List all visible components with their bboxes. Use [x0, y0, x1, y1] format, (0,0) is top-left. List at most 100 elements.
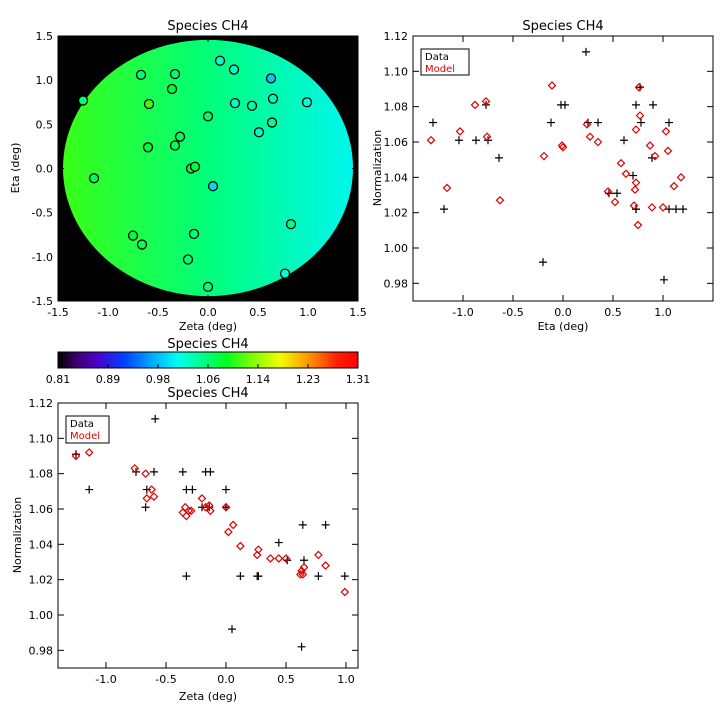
map-point: [266, 117, 278, 128]
eta-model-point: [470, 100, 480, 110]
zeta-data-point: [297, 642, 306, 651]
map-x-label: Zeta (deg): [179, 320, 237, 333]
zeta-scatter-x-tick-label: 1.0: [337, 673, 355, 686]
colorbar-tick-label: 0.98: [146, 373, 171, 386]
zeta-model-point: [224, 527, 233, 537]
map-point: [143, 98, 155, 110]
map-point: [207, 181, 219, 192]
zeta-scatter-x-tick-label: 0.0: [217, 673, 235, 686]
map-panel: Species CH4 -1.5 -1.0 -0.5 0.0 0.5 1.0 1.5 -1.…: [9, 19, 367, 333]
map-point: [174, 131, 186, 142]
zeta-data-point: [151, 414, 160, 423]
map-point: [265, 73, 277, 84]
eta-data-point: [665, 118, 673, 127]
eta-data-point: [561, 100, 569, 109]
map-point: [189, 161, 201, 172]
zeta-model-point: [281, 554, 291, 563]
zeta-model-point: [221, 502, 231, 512]
map-x-tick-label: 0.5: [249, 306, 267, 319]
map-x-ticks: -1.5 -1.0 -0.5 0.0 0.5 1.0 1.5: [47, 36, 367, 319]
eta-data-point: [594, 118, 602, 127]
map-point: [253, 127, 265, 138]
zeta-model-point: [314, 550, 323, 560]
zeta-scatter-y-tick-label: 1.00: [29, 609, 54, 622]
zeta-data-point: [228, 625, 236, 634]
eta-scatter-x-tick-label: 0.0: [554, 306, 572, 319]
map-point: [135, 69, 147, 81]
colorbar-tick-label: 0.89: [96, 373, 121, 386]
zeta-data-point: [142, 485, 151, 494]
map-y-ticks: -1.5 -1.0 -0.5 0.0 0.5 1.0 1.5: [32, 30, 358, 308]
zeta-model-point: [141, 469, 150, 479]
map-y-tick-label: -0.5: [32, 207, 53, 220]
zeta-scatter-x-tick-label: -1.0: [95, 673, 116, 686]
colorbar-panel: Species CH4 0.81 0.89 0.98 1.06 1.14 1.23 1.31: [46, 337, 371, 386]
eta-data-point: [660, 275, 668, 284]
eta-model-point: [610, 197, 620, 207]
map-x-tick-label: 1.0: [299, 306, 317, 319]
eta-model-point: [482, 132, 492, 142]
colorbar-tick-label: 1.14: [246, 373, 271, 386]
zeta-data-point: [298, 520, 307, 529]
eta-scatter-y-label: Normalization: [371, 130, 384, 206]
zeta-model-point: [299, 562, 309, 572]
eta-data-point: [665, 205, 673, 214]
zeta-scatter-y-tick-label: 1.12: [29, 397, 54, 410]
map-point: [169, 140, 181, 151]
eta-scatter-y-tick-label: 1.10: [384, 65, 409, 78]
map-point: [246, 100, 258, 111]
zeta-model-point: [321, 561, 330, 570]
eta-scatter-y-tick-label: 1.04: [384, 171, 409, 184]
eta-model-point: [647, 203, 657, 212]
eta-model-point: [481, 97, 491, 106]
map-point: [188, 228, 200, 240]
map-point: [214, 55, 226, 66]
eta-data-point: [429, 118, 437, 127]
eta-data-point: [440, 205, 448, 214]
eta-model-point: [616, 158, 626, 168]
zeta-data-point: [300, 556, 308, 565]
map-field-disk: [63, 39, 353, 297]
zeta-model-point: [340, 587, 350, 597]
map-point: [228, 64, 240, 75]
zeta-model-point: [206, 506, 215, 516]
map-point: [182, 254, 194, 265]
eta-scatter-points: [426, 47, 687, 284]
colorbar-tick-label: 0.81: [46, 373, 71, 386]
zeta-scatter-x-label: Zeta (deg): [179, 690, 237, 703]
eta-scatter-legend-data: Data: [425, 52, 449, 63]
zeta-scatter-y-tick-label: 1.04: [29, 538, 54, 551]
map-point: [169, 68, 181, 80]
zeta-model-point: [228, 520, 238, 530]
eta-model-point: [426, 135, 436, 145]
zeta-scatter-points: [71, 414, 350, 651]
zeta-model-point: [274, 554, 284, 563]
eta-data-point: [495, 153, 503, 162]
eta-model-point: [645, 141, 655, 150]
zeta-data-point: [274, 538, 283, 547]
zeta-model-point: [236, 541, 245, 551]
zeta-scatter-x-tick-label: 0.5: [277, 673, 295, 686]
zeta-scatter-legend-model: Model: [70, 431, 100, 442]
zeta-scatter-y-tick-label: 1.10: [29, 432, 54, 445]
map-point: [301, 97, 313, 108]
eta-model-point: [593, 137, 603, 147]
eta-scatter-x-tick-label: -1.0: [452, 306, 473, 319]
zeta-scatter-legend: Data Model: [65, 415, 110, 444]
map-y-tick-label: 1.0: [36, 74, 54, 87]
map-x-tick-label: -1.0: [97, 306, 118, 319]
map-y-tick-label: 0.5: [36, 118, 54, 131]
map-point: [127, 230, 139, 241]
zeta-scatter-x-ticks: -1.0 -0.5 0.0 0.5 1.0: [95, 403, 355, 686]
eta-model-point: [495, 195, 505, 205]
zeta-model-point: [297, 566, 306, 576]
colorbar-tick-label: 1.31: [346, 373, 371, 386]
zeta-model-point: [184, 506, 194, 516]
zeta-data-point: [182, 572, 191, 581]
eta-scatter-x-tick-label: 0.5: [604, 306, 622, 319]
map-point: [285, 218, 297, 230]
colorbar-ticks: 0.81 0.89 0.98 1.06 1.14 1.23 1.31: [46, 364, 371, 386]
eta-model-point: [558, 142, 568, 152]
eta-data-point: [547, 118, 555, 127]
zeta-model-point: [252, 550, 262, 560]
